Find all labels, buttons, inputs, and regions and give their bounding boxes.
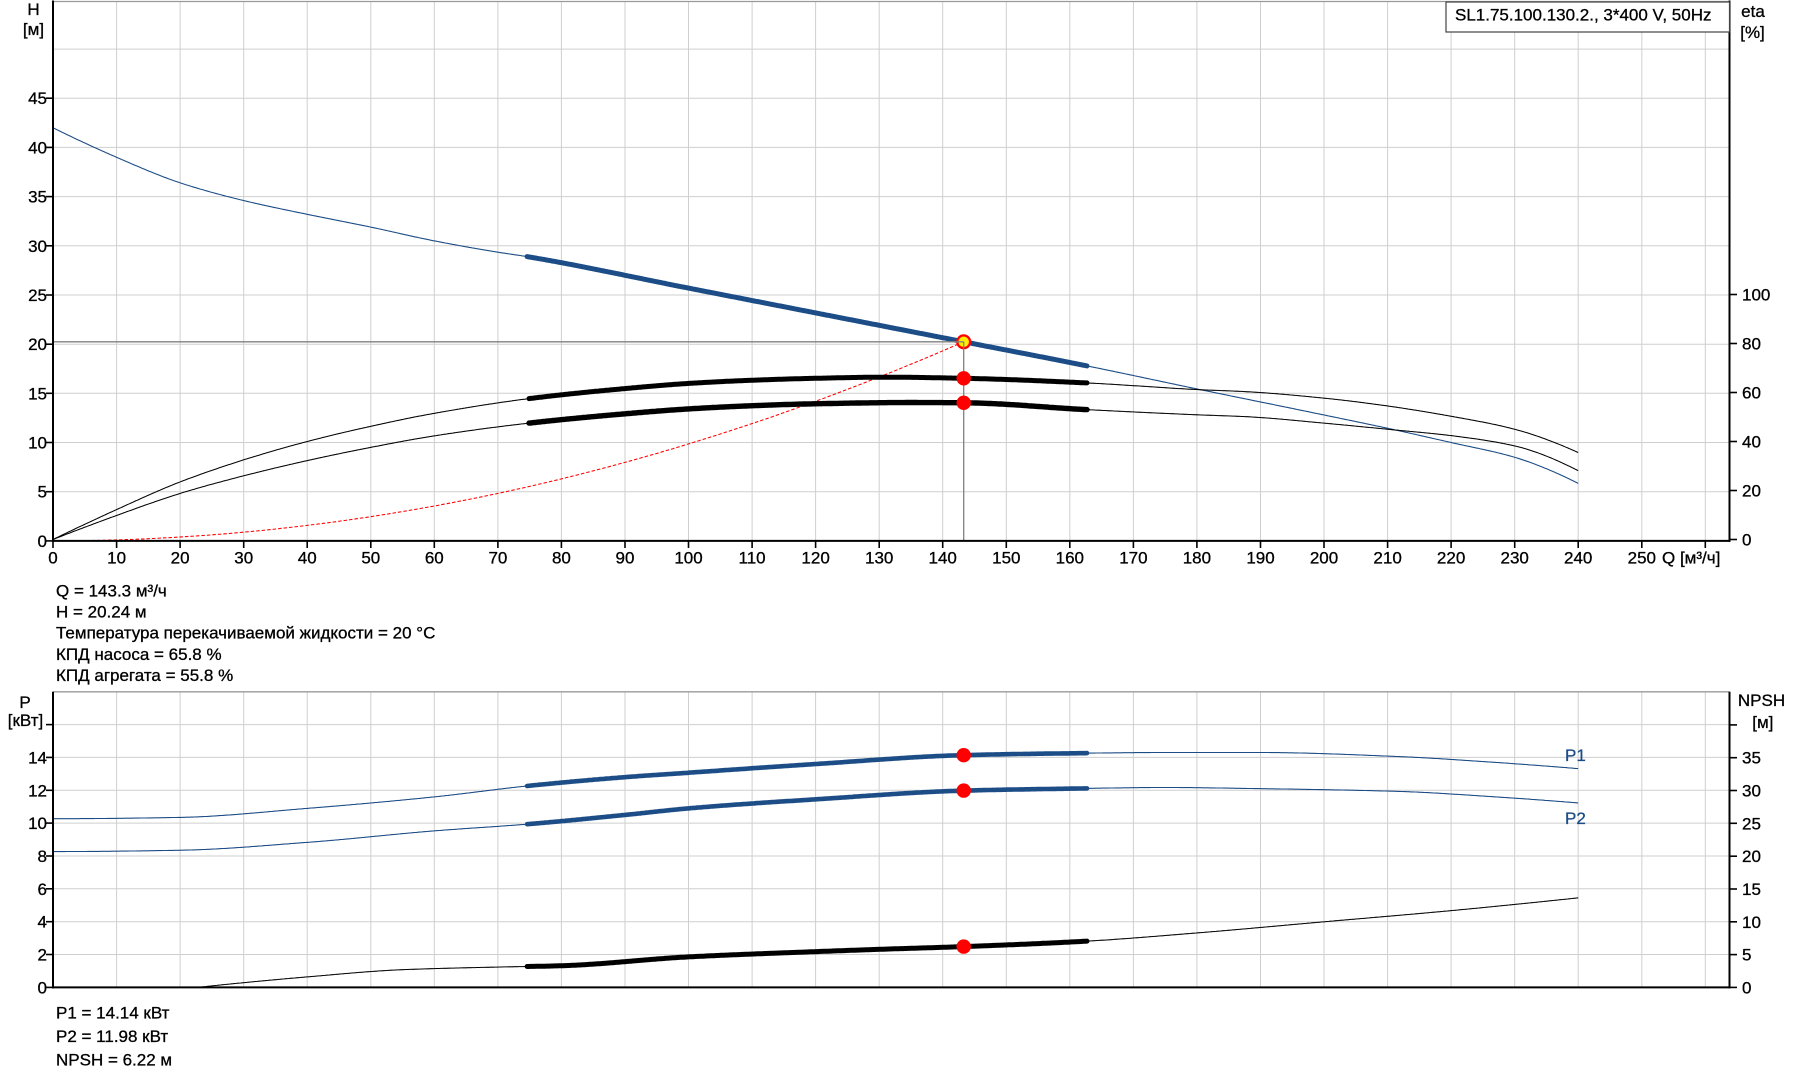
svg-text:КПД агрегата = 55.8 %: КПД агрегата = 55.8 % (56, 666, 233, 685)
svg-text:[%]: [%] (1740, 23, 1765, 42)
svg-text:4: 4 (38, 913, 47, 932)
svg-text:30: 30 (234, 549, 253, 568)
svg-text:12: 12 (28, 781, 47, 800)
svg-text:200: 200 (1310, 549, 1338, 568)
svg-text:10: 10 (28, 434, 47, 453)
svg-text:10: 10 (107, 549, 126, 568)
svg-text:P2 = 11.98 кВт: P2 = 11.98 кВт (56, 1027, 168, 1046)
svg-text:100: 100 (1742, 286, 1770, 305)
svg-text:90: 90 (616, 549, 635, 568)
svg-text:[м]: [м] (1752, 713, 1773, 732)
svg-text:50: 50 (361, 549, 380, 568)
svg-text:20: 20 (171, 549, 190, 568)
svg-text:10: 10 (28, 814, 47, 833)
svg-text:25: 25 (1742, 814, 1761, 833)
svg-text:P1: P1 (1565, 746, 1586, 765)
svg-text:Q [м³/ч]: Q [м³/ч] (1662, 549, 1720, 568)
svg-text:P2: P2 (1565, 809, 1586, 828)
svg-text:20: 20 (1742, 847, 1761, 866)
svg-text:SL1.75.100.130.2., 3*400 V, 50: SL1.75.100.130.2., 3*400 V, 50Hz (1455, 6, 1711, 25)
svg-text:110: 110 (739, 549, 766, 568)
svg-text:35: 35 (28, 188, 47, 207)
svg-text:NPSH = 6.22 м: NPSH = 6.22 м (56, 1051, 172, 1070)
svg-text:15: 15 (28, 384, 47, 403)
svg-text:45: 45 (28, 89, 47, 108)
svg-text:H = 20.24 м: H = 20.24 м (56, 603, 147, 622)
svg-text:160: 160 (1056, 549, 1084, 568)
svg-text:190: 190 (1246, 549, 1274, 568)
svg-text:35: 35 (1742, 749, 1761, 768)
svg-text:40: 40 (1742, 433, 1761, 452)
svg-text:0: 0 (38, 978, 47, 997)
svg-text:КПД насоса = 65.8 %: КПД насоса = 65.8 % (56, 645, 222, 664)
svg-text:30: 30 (28, 237, 47, 256)
svg-text:210: 210 (1373, 549, 1401, 568)
svg-text:70: 70 (488, 549, 507, 568)
svg-text:8: 8 (38, 847, 47, 866)
svg-text:0: 0 (38, 532, 47, 551)
svg-text:220: 220 (1437, 549, 1465, 568)
svg-text:P1 = 14.14 кВт: P1 = 14.14 кВт (56, 1004, 170, 1023)
svg-text:170: 170 (1119, 549, 1147, 568)
svg-text:80: 80 (552, 549, 571, 568)
svg-text:[м]: [м] (23, 20, 44, 39)
svg-text:P: P (19, 693, 30, 712)
svg-text:10: 10 (1742, 913, 1761, 932)
svg-text:150: 150 (992, 549, 1020, 568)
svg-text:250: 250 (1628, 549, 1656, 568)
svg-text:15: 15 (1742, 880, 1761, 899)
svg-text:eta: eta (1741, 2, 1765, 21)
svg-text:60: 60 (425, 549, 444, 568)
svg-text:Q = 143.3 м³/ч: Q = 143.3 м³/ч (56, 582, 167, 601)
svg-text:Температура перекачиваемой жид: Температура перекачиваемой жидкости = 20… (56, 624, 435, 643)
svg-text:80: 80 (1742, 335, 1761, 354)
svg-text:5: 5 (38, 483, 47, 502)
svg-text:5: 5 (1742, 946, 1751, 965)
svg-text:2: 2 (38, 946, 47, 965)
svg-text:20: 20 (28, 335, 47, 354)
svg-text:100: 100 (674, 549, 702, 568)
svg-text:60: 60 (1742, 384, 1761, 403)
svg-text:NPSH: NPSH (1738, 691, 1785, 710)
svg-text:120: 120 (801, 549, 829, 568)
svg-text:14: 14 (28, 748, 47, 767)
svg-text:6: 6 (38, 880, 47, 899)
svg-text:240: 240 (1564, 549, 1592, 568)
svg-text:140: 140 (929, 549, 957, 568)
svg-text:180: 180 (1183, 549, 1211, 568)
svg-text:30: 30 (1742, 782, 1761, 801)
svg-text:0: 0 (1742, 531, 1751, 550)
svg-text:20: 20 (1742, 482, 1761, 501)
svg-text:40: 40 (28, 138, 47, 157)
svg-text:0: 0 (1742, 978, 1751, 997)
svg-text:130: 130 (865, 549, 893, 568)
svg-text:[кВт]: [кВт] (8, 711, 43, 730)
svg-text:40: 40 (298, 549, 317, 568)
svg-text:25: 25 (28, 286, 47, 305)
svg-text:0: 0 (48, 549, 57, 568)
svg-text:230: 230 (1501, 549, 1529, 568)
svg-text:H: H (27, 0, 39, 19)
